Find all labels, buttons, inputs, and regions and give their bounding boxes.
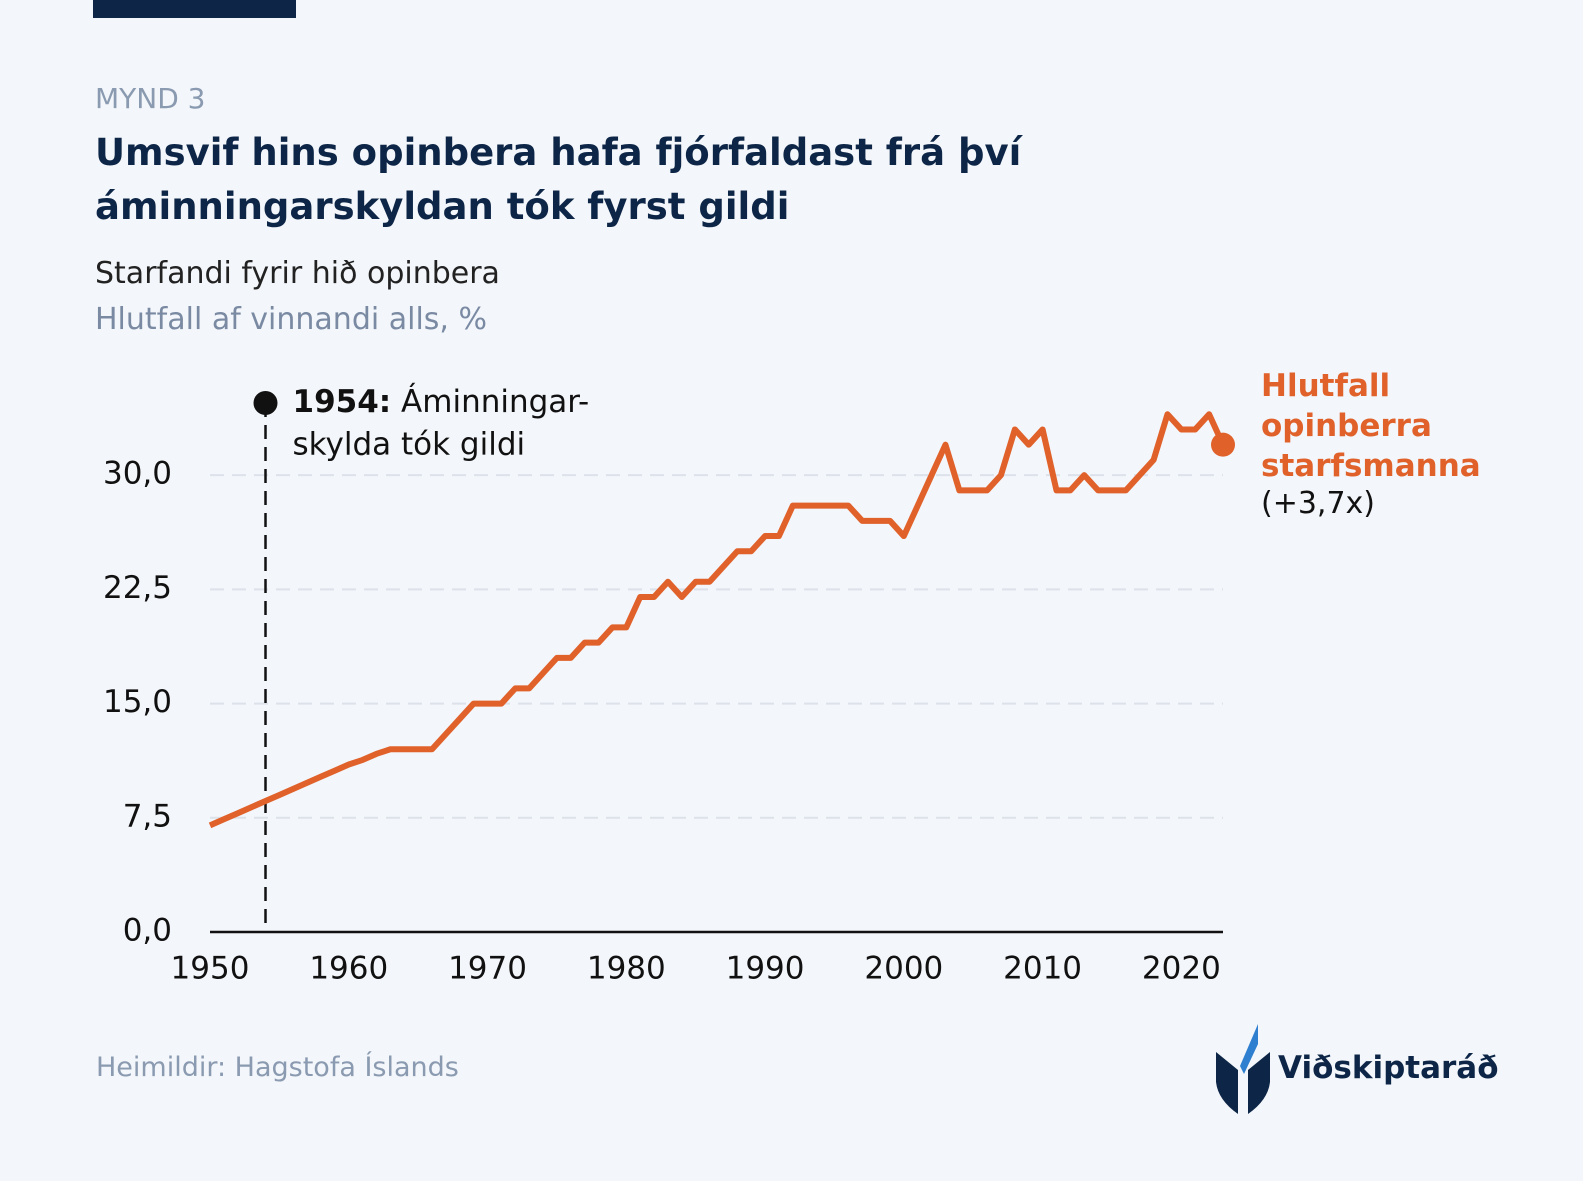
logo-text: Viðskiptaráð	[1278, 1050, 1499, 1086]
annotation-line2: skylda tók gildi	[293, 427, 526, 463]
end-label: (+3,7x)	[1261, 486, 1376, 521]
x-tick-label: 1950	[171, 951, 250, 987]
x-tick-label: 2020	[1142, 951, 1221, 987]
x-tick-label: 1990	[726, 951, 805, 987]
source: Heimildir: Hagstofa Íslands	[96, 1052, 459, 1083]
y-tick-label: 30,0	[103, 456, 172, 492]
y-tick-label: 22,5	[103, 570, 172, 606]
x-tick-label: 1960	[309, 951, 388, 987]
top-bar	[93, 0, 296, 18]
annotation-text: 1954: Áminningar-	[293, 384, 590, 420]
kicker: MYND 3	[95, 82, 206, 115]
annotation-year: 1954:	[293, 384, 392, 420]
subtitle: Starfandi fyrir hið opinbera	[95, 256, 500, 291]
x-tick-label: 2000	[864, 951, 943, 987]
x-tick-label: 1980	[587, 951, 666, 987]
data-line	[208, 411, 1226, 829]
series-label: Hlutfall opinberra starfsmanna	[1261, 368, 1481, 484]
annotation-dot	[253, 391, 278, 415]
annotation-line1: Áminningar-	[401, 384, 589, 420]
logo-icon	[1216, 1024, 1270, 1114]
unit: Hlutfall af vinnandi alls, %	[95, 302, 487, 337]
x-tick-label: 1970	[448, 951, 527, 987]
x-tick-label: 2010	[1003, 951, 1082, 987]
title: Umsvif hins opinbera hafa fjórfaldast fr…	[95, 131, 1022, 228]
end-dot	[1211, 432, 1235, 457]
y-tick-label: 15,0	[103, 684, 172, 720]
y-tick-label: 0,0	[123, 913, 172, 949]
y-tick-label: 7,5	[123, 798, 172, 834]
